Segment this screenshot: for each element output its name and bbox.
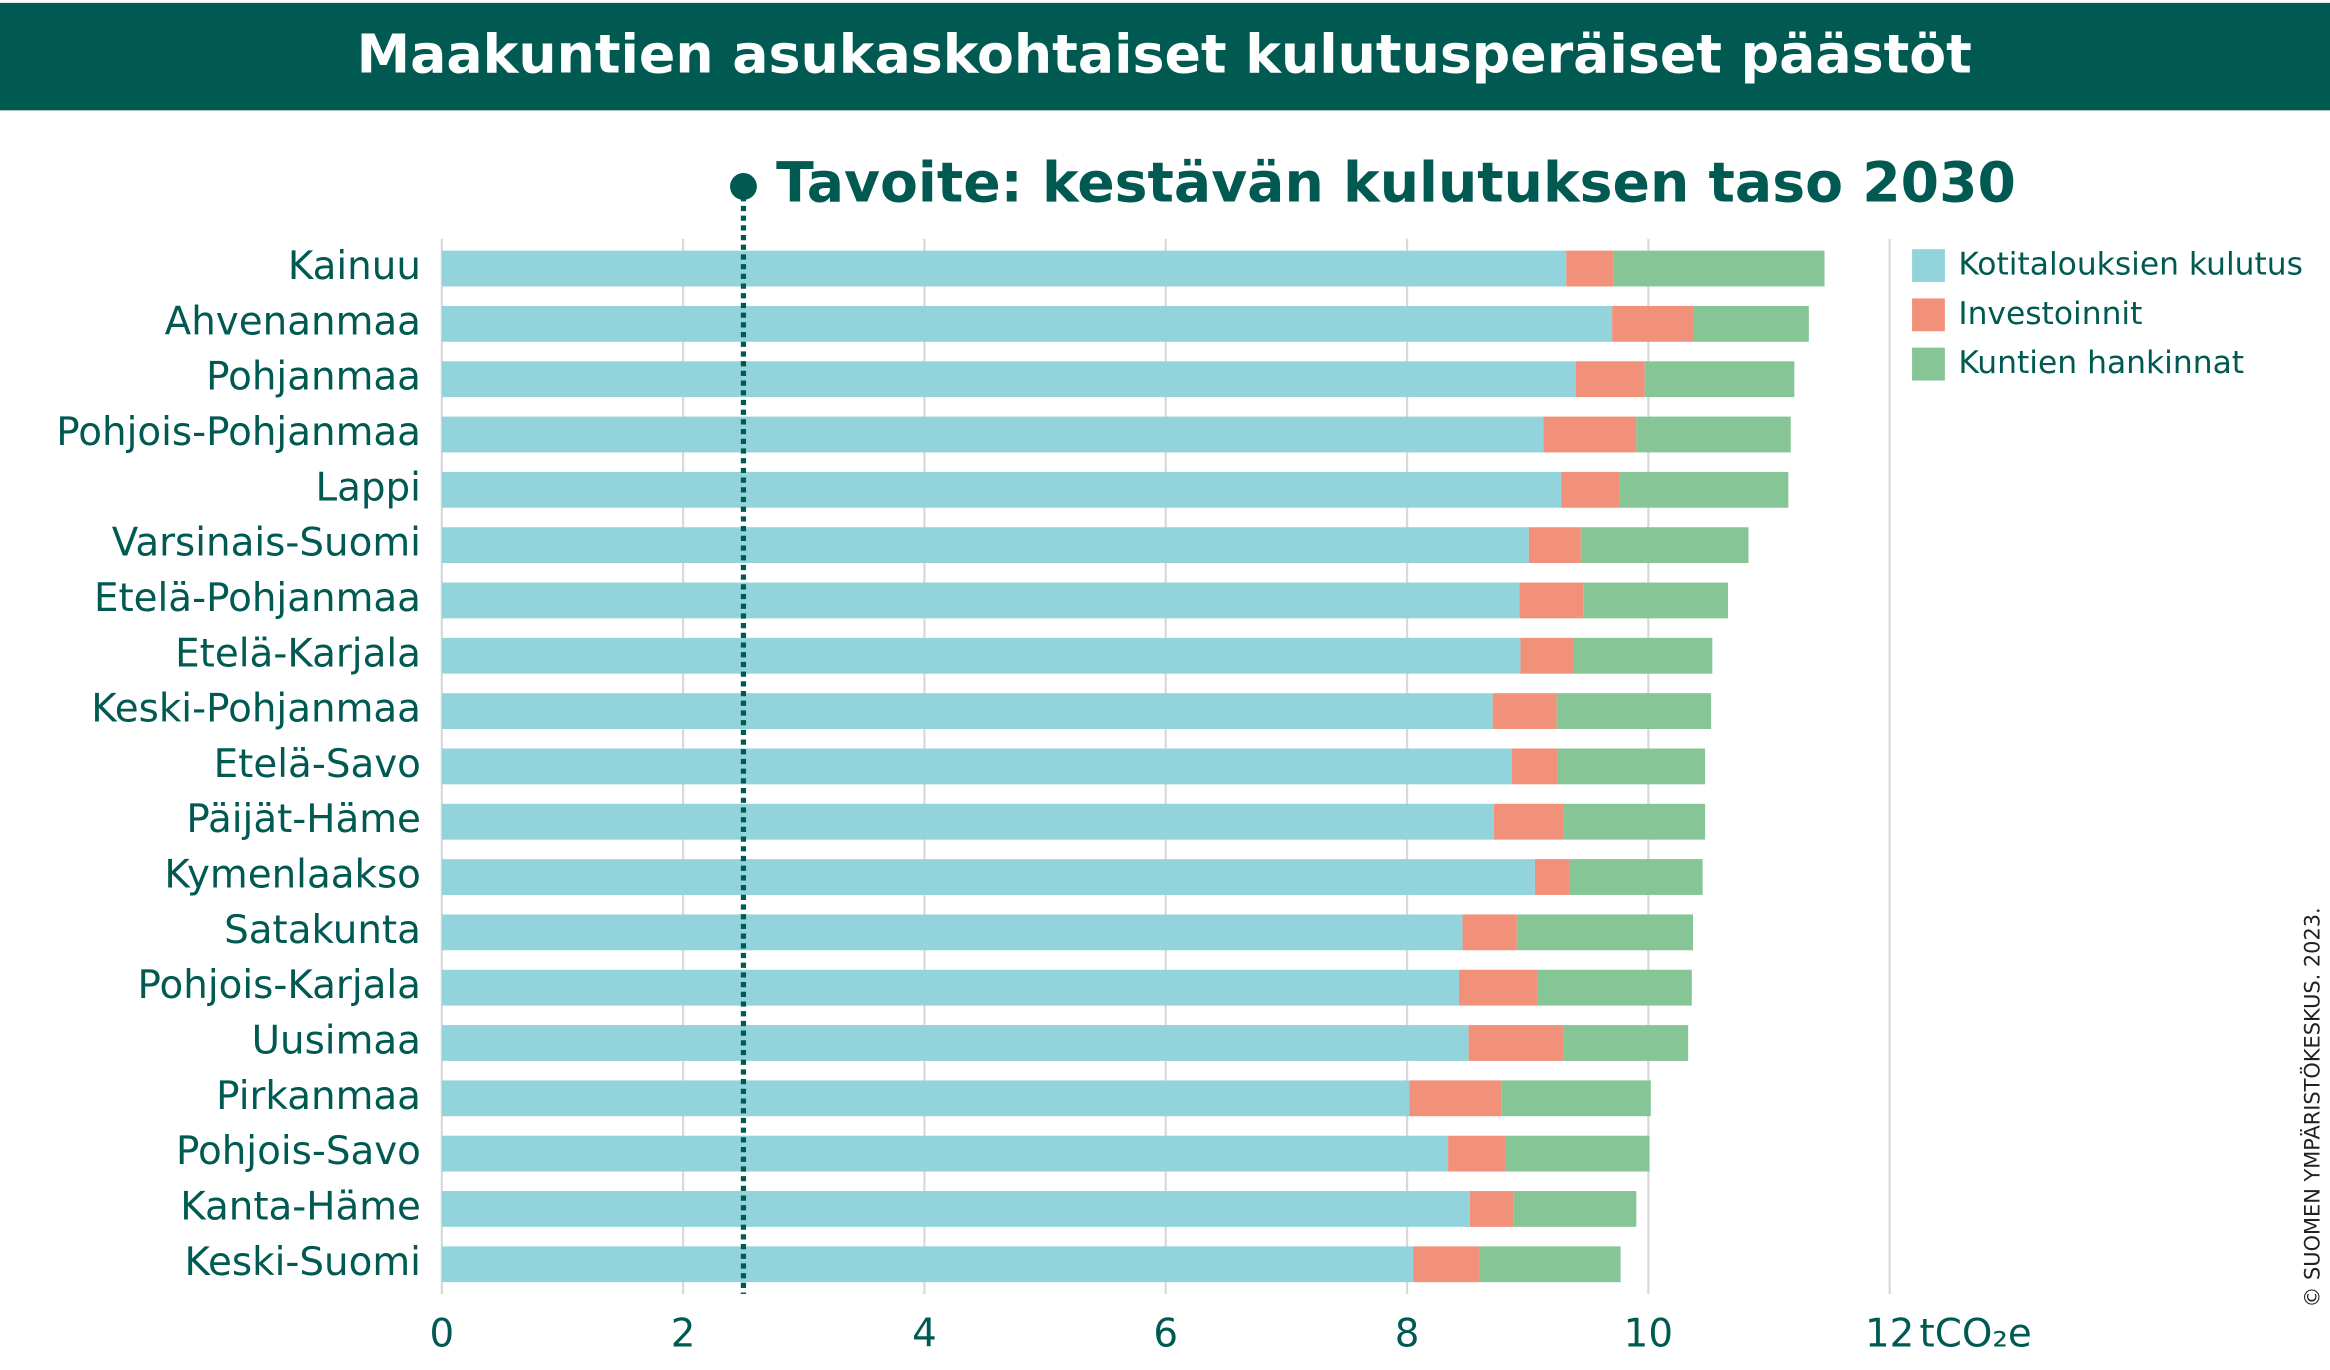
category-label: Satakunta: [224, 908, 421, 953]
bar-segment: [1580, 527, 1749, 564]
bar-segment: [1479, 1246, 1621, 1283]
bar-segment: [1468, 1025, 1564, 1061]
bar-segment: [441, 637, 1521, 674]
bar-segment: [1537, 969, 1692, 1006]
credit: © SUOMEN YMPÄRISTÖKESKUS. 2023.: [2300, 907, 2325, 1307]
bar-segment: [441, 1135, 1449, 1172]
bar-segment: [441, 1080, 1410, 1117]
bar-segment: [1563, 1025, 1689, 1061]
bar-segment: [1469, 1191, 1514, 1227]
category-label: Etelä-Karjala: [175, 631, 421, 676]
bar-segment: [441, 1246, 1414, 1283]
bar-segment: [1613, 250, 1825, 287]
category-label: Keski-Suomi: [185, 1240, 421, 1285]
x-tick-label: 8: [1395, 1311, 1420, 1356]
bar-segment: [1566, 250, 1614, 287]
x-axis-label: tCO₂e: [1920, 1311, 2032, 1356]
bar-segment: [1512, 748, 1558, 785]
bar-segment: [441, 803, 1494, 840]
x-tick-label: 12: [1865, 1311, 1914, 1356]
bar-segment: [441, 527, 1529, 564]
bar-segment: [1561, 471, 1620, 508]
category-label: Pohjois-Karjala: [137, 963, 420, 1008]
bar-segment: [1644, 361, 1795, 398]
category-label: Pohjanmaa: [206, 355, 421, 400]
bar-segment: [441, 693, 1493, 730]
bar-segment: [1505, 1135, 1650, 1172]
bar-segment: [1448, 1135, 1506, 1172]
bar-segment: [1492, 693, 1557, 730]
category-label: Etelä-Savo: [214, 742, 421, 787]
bar-segment: [1409, 1080, 1502, 1117]
bar-segment: [441, 1191, 1470, 1227]
bar-segment: [441, 305, 1613, 342]
bar-segment: [1612, 305, 1694, 342]
bar-segment: [1462, 914, 1517, 951]
x-tick-label: 4: [912, 1311, 937, 1356]
bar-segment: [1556, 693, 1712, 730]
chart-title: Maakuntien asukaskohtaiset kulutusperäis…: [357, 23, 1972, 86]
legend-label: Kotitalouksien kulutus: [1958, 247, 2303, 283]
bar-segment: [1520, 637, 1574, 674]
bar-segment: [1557, 748, 1706, 785]
legend-swatch: [1912, 347, 1945, 381]
bar-segment: [441, 250, 1567, 287]
bar-segment: [1413, 1246, 1480, 1283]
x-tick-label: 10: [1624, 1311, 1673, 1356]
category-label: Päijät-Häme: [186, 797, 421, 842]
category-label: Kainuu: [288, 244, 421, 289]
bar-segment: [441, 416, 1544, 453]
legend-label: Investoinnit: [1958, 296, 2142, 332]
category-label: Pirkanmaa: [216, 1074, 421, 1119]
x-tick-label: 2: [671, 1311, 696, 1356]
category-label: Uusimaa: [252, 1018, 421, 1063]
category-label: Etelä-Pohjanmaa: [94, 576, 421, 621]
category-label: Lappi: [315, 465, 420, 510]
bar-segment: [441, 361, 1576, 398]
category-label: Keski-Pohjanmaa: [91, 687, 421, 732]
x-tick-label: 0: [429, 1311, 454, 1356]
x-tick-label: 6: [1153, 1311, 1178, 1356]
bar-segment: [1583, 582, 1728, 619]
bar-segment: [1693, 305, 1809, 342]
bar-segment: [441, 914, 1463, 951]
bar-segment: [1516, 914, 1694, 951]
bar-segment: [441, 748, 1513, 785]
bar-segment: [441, 471, 1562, 508]
category-label: Ahvenanmaa: [165, 299, 421, 344]
bar-segment: [441, 859, 1535, 895]
annotation: Tavoite: kestävän kulutuksen taso 2030: [776, 152, 2016, 216]
category-label: Varsinais-Suomi: [112, 521, 421, 566]
legend-swatch: [1912, 249, 1945, 282]
bar-segment: [1569, 859, 1703, 895]
bar-segment: [1534, 859, 1570, 895]
target-dot: [730, 173, 757, 200]
category-label: Pohjois-Savo: [176, 1129, 421, 1174]
bar-segment: [441, 969, 1459, 1006]
legend-label: Kuntien hankinnat: [1958, 345, 2244, 381]
bar-segment: [1528, 527, 1581, 564]
category-label: Kymenlaakso: [164, 853, 421, 898]
bar-segment: [1493, 803, 1564, 840]
bar-segment: [441, 582, 1520, 619]
legend-swatch: [1912, 298, 1945, 332]
bar-segment: [1575, 361, 1645, 398]
bar-segment: [1636, 416, 1791, 453]
bar-segment: [1619, 471, 1789, 508]
bar-segment: [1519, 582, 1584, 619]
bar-segment: [1458, 969, 1538, 1006]
bar-segment: [1543, 416, 1637, 453]
bar-segment: [1513, 1191, 1637, 1227]
bar-segment: [1573, 637, 1713, 674]
category-label: Kanta-Häme: [180, 1184, 421, 1229]
title-bar: [0, 2, 2330, 111]
bar-segment: [1563, 803, 1706, 840]
bar-segment: [1501, 1080, 1651, 1117]
category-label: Pohjois-Pohjanmaa: [56, 410, 421, 455]
bar-segment: [441, 1025, 1469, 1061]
